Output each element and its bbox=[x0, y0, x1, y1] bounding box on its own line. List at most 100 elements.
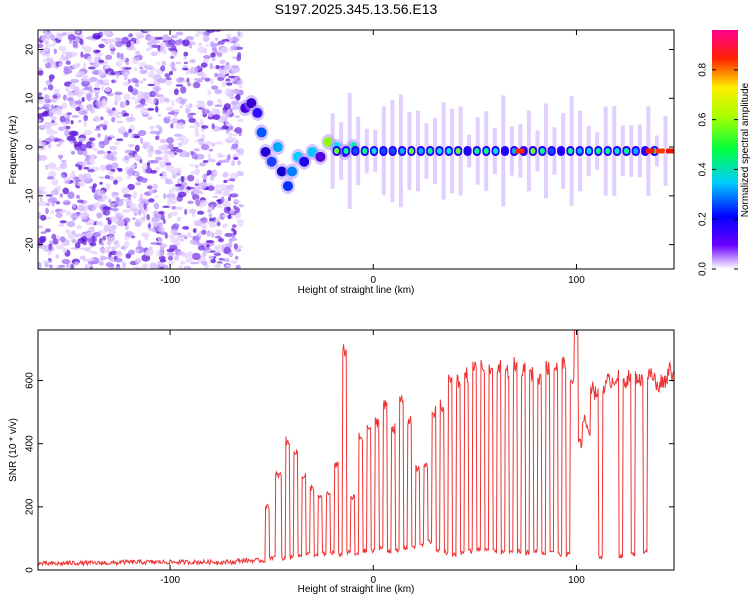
noise-speckle bbox=[38, 155, 48, 161]
noise-speckle bbox=[111, 116, 116, 123]
noise-speckle bbox=[220, 46, 229, 54]
noise-speckle bbox=[159, 259, 167, 263]
noise-speckle bbox=[89, 185, 93, 189]
noise-speckle bbox=[121, 261, 127, 269]
noise-speckle bbox=[121, 186, 130, 194]
noise-speckle bbox=[233, 199, 242, 203]
spectrogram-xlabel: Height of straight line (km) bbox=[298, 285, 415, 296]
noise-speckle bbox=[135, 104, 144, 108]
noise-speckle bbox=[61, 258, 71, 265]
noise-speckle bbox=[46, 57, 54, 64]
noise-speckle bbox=[223, 103, 231, 110]
noise-speckle bbox=[188, 117, 196, 123]
noise-speckle bbox=[225, 264, 232, 268]
tone-segment bbox=[427, 148, 433, 154]
noise-speckle bbox=[38, 43, 44, 48]
noise-speckle bbox=[170, 56, 174, 59]
noise-speckle bbox=[166, 252, 175, 256]
noise-speckle bbox=[148, 198, 155, 203]
noise-speckle bbox=[189, 43, 193, 49]
noise-speckle bbox=[38, 140, 44, 148]
noise-speckle bbox=[135, 258, 142, 265]
noise-speckle bbox=[151, 216, 160, 223]
noise-speckle bbox=[185, 104, 193, 108]
noise-speckle bbox=[77, 233, 86, 237]
noise-speckle bbox=[134, 135, 141, 139]
noise-speckle bbox=[148, 221, 154, 224]
noise-speckle bbox=[235, 94, 241, 101]
noise-speckle bbox=[132, 217, 136, 220]
noise-speckle bbox=[123, 74, 128, 81]
noise-speckle bbox=[121, 66, 125, 74]
noise-speckle bbox=[166, 98, 170, 104]
noise-speckle bbox=[237, 148, 245, 156]
noise-speckle bbox=[131, 96, 136, 100]
noise-speckle bbox=[196, 30, 200, 35]
noise-speckle bbox=[139, 66, 144, 70]
noise-speckle bbox=[203, 222, 207, 229]
noise-speckle bbox=[168, 260, 175, 266]
noise-speckle bbox=[173, 113, 178, 118]
noise-speckle bbox=[229, 172, 239, 180]
noise-speckle bbox=[111, 246, 117, 251]
noise-speckle bbox=[199, 119, 204, 126]
tone-streak bbox=[441, 102, 446, 200]
noise-speckle bbox=[230, 89, 240, 94]
noise-speckle bbox=[190, 188, 195, 192]
noise-speckle bbox=[122, 198, 131, 202]
noise-speckle bbox=[162, 193, 167, 200]
noise-speckle bbox=[175, 122, 185, 130]
noise-speckle bbox=[206, 249, 212, 252]
tone-segment bbox=[483, 148, 489, 154]
noise-speckle bbox=[224, 64, 231, 71]
noise-speckle bbox=[173, 88, 179, 96]
noise-speckle bbox=[158, 160, 167, 168]
tone-streak bbox=[629, 125, 634, 177]
noise-speckle bbox=[51, 178, 59, 186]
noise-speckle bbox=[70, 78, 79, 84]
noise-speckle bbox=[142, 112, 149, 115]
noise-speckle bbox=[158, 211, 165, 215]
noise-speckle bbox=[226, 206, 231, 212]
noise-speckle bbox=[39, 235, 46, 243]
noise-speckle bbox=[101, 85, 105, 91]
noise-speckle bbox=[171, 117, 179, 124]
noise-speckle bbox=[155, 156, 163, 161]
noise-speckle bbox=[92, 183, 97, 189]
noise-speckle bbox=[114, 200, 124, 207]
noise-speckle bbox=[158, 126, 163, 134]
noise-speckle bbox=[207, 185, 215, 191]
noise-speckle bbox=[147, 83, 155, 87]
noise-speckle bbox=[187, 174, 195, 182]
noise-speckle bbox=[48, 111, 52, 116]
noise-speckle bbox=[87, 218, 95, 226]
tone-segment bbox=[511, 148, 517, 154]
noise-speckle bbox=[123, 67, 132, 70]
noise-speckle bbox=[194, 164, 199, 169]
noise-speckle bbox=[97, 229, 107, 234]
noise-speckle bbox=[59, 236, 66, 243]
noise-speckle bbox=[232, 56, 237, 60]
noise-speckle bbox=[152, 210, 158, 214]
noise-speckle bbox=[53, 238, 59, 245]
noise-speckle bbox=[106, 109, 114, 114]
noise-speckle bbox=[217, 238, 224, 243]
noise-speckle bbox=[133, 67, 138, 72]
noise-speckle bbox=[83, 166, 89, 170]
noise-speckle bbox=[217, 160, 226, 163]
noise-speckle bbox=[150, 159, 159, 164]
noise-speckle bbox=[125, 231, 134, 237]
noise-speckle bbox=[72, 63, 80, 69]
noise-speckle bbox=[231, 133, 238, 137]
noise-speckle bbox=[222, 74, 226, 79]
noise-speckle bbox=[207, 100, 213, 107]
noise-speckle bbox=[154, 195, 159, 199]
noise-speckle bbox=[59, 115, 66, 123]
noise-speckle bbox=[44, 137, 54, 143]
noise-speckle bbox=[108, 199, 112, 203]
noise-speckle bbox=[145, 47, 150, 52]
noise-speckle bbox=[48, 76, 54, 83]
noise-speckle bbox=[214, 89, 222, 95]
noise-speckle bbox=[208, 148, 214, 152]
